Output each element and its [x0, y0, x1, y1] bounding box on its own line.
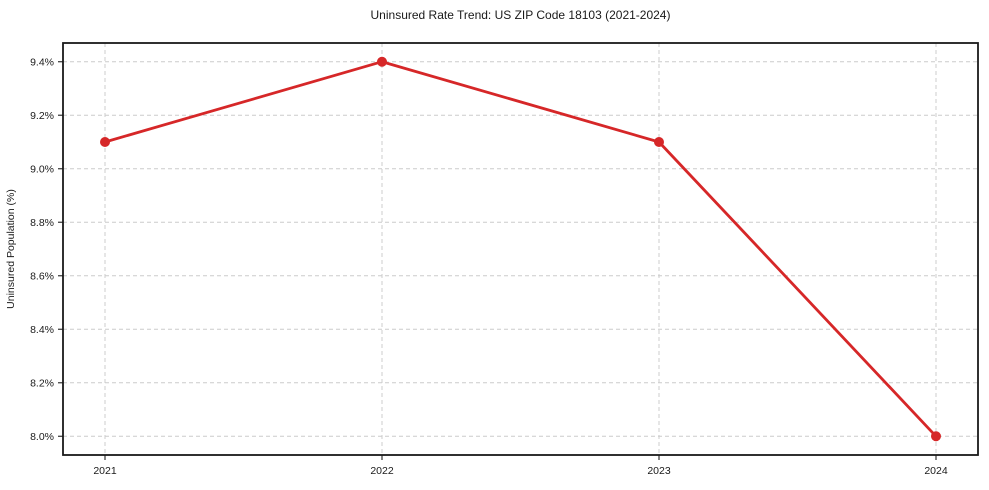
plot-border — [62, 42, 979, 456]
x-tick-label: 2024 — [924, 465, 948, 477]
chart-title: Uninsured Rate Trend: US ZIP Code 18103 … — [371, 8, 671, 22]
axis-tick-marks — [58, 61, 937, 460]
y-tick-label: 8.6% — [30, 270, 54, 282]
x-tick-labels: 2021 2022 2023 2024 — [93, 465, 948, 477]
x-tick-label: 2022 — [370, 465, 394, 477]
data-point — [931, 431, 941, 442]
data-point — [100, 136, 110, 147]
x-tick-label: 2021 — [93, 465, 117, 477]
x-tick-label: 2023 — [647, 465, 671, 477]
y-tick-label: 9.0% — [30, 163, 54, 175]
y-tick-labels: 8.0% 8.2% 8.4% 8.6% 8.8% 9.0% 9.2% 9.4% — [30, 56, 54, 443]
trend-line — [103, 60, 938, 438]
y-tick-label: 8.2% — [30, 377, 54, 389]
y-tick-label: 8.8% — [30, 217, 54, 229]
y-tick-label: 8.0% — [30, 431, 54, 443]
y-tick-label: 8.4% — [30, 324, 54, 336]
y-tick-label: 9.4% — [30, 56, 54, 68]
data-point — [377, 56, 387, 67]
data-point — [654, 136, 664, 147]
y-axis-label: Uninsured Population (%) — [5, 189, 17, 309]
gridlines — [63, 43, 978, 455]
data-series — [100, 56, 941, 442]
y-tick-label: 9.2% — [30, 110, 54, 122]
